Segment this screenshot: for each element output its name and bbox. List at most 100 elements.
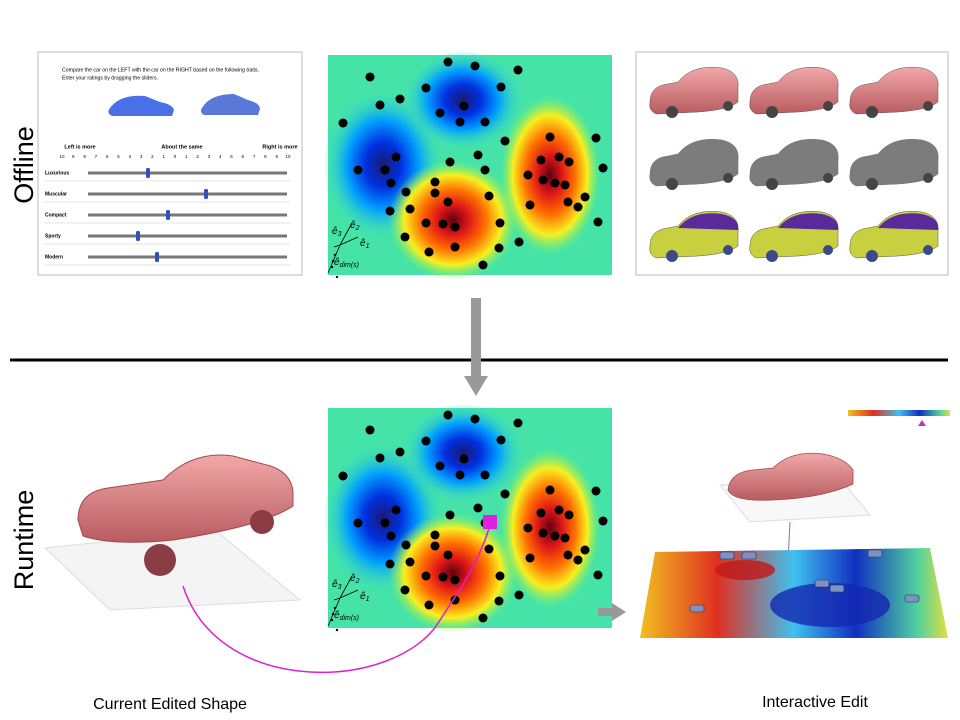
sample-point [385,206,395,216]
edited-car [727,452,854,501]
sample-point [459,101,469,111]
scale-number: 5 [117,154,120,159]
sample-point [375,453,385,463]
sample-point [560,180,570,190]
sample-point [405,204,415,214]
scale-number: 1 [162,154,165,159]
sample-point [480,117,490,127]
sample-point [395,94,405,104]
trait-label: Compact [45,212,67,218]
car-wheel [766,250,778,262]
sample-point [365,425,375,435]
car-wheel [766,106,778,118]
sample-point [554,152,564,162]
mini-car [867,549,883,558]
scale-number: 7 [95,154,98,159]
trait-label: Muscular [45,191,67,197]
sample-point [495,218,505,228]
scale-number: 4 [219,154,222,159]
edit-curve [182,524,491,673]
sample-point [375,100,385,110]
instruction: Compare the car on the LEFT with the car… [62,67,259,73]
sample-point [563,550,573,560]
axis-dot [335,628,339,632]
sample-point [513,65,523,75]
car-wheel [723,245,733,255]
sample-point [523,170,533,180]
axis-label: ê2 [350,573,360,585]
sample-point [523,523,533,533]
sample-point [401,187,411,197]
wheel [144,544,176,576]
color-bar [848,410,950,416]
sample-point [554,505,564,515]
caption: Current Edited Shape [93,696,247,713]
sample-point [564,510,574,520]
sample-point [430,177,440,187]
car-roof [878,213,939,230]
sample-point [424,600,434,610]
car-wheel [823,173,833,183]
scale-number: 8 [83,154,86,159]
sample-point [473,150,483,160]
axis-base: ê [332,579,338,590]
sample-point [500,136,510,146]
axis-sub: 3 [338,584,342,591]
terrain-high [715,560,775,580]
slider-knob [146,168,150,178]
query-point [483,515,497,529]
axis-label: êdim(s) [334,257,359,269]
mini-car [741,551,757,560]
sample-point [450,575,460,585]
trait-label: Modern [45,254,63,260]
sample-point [455,470,465,480]
sample-point [401,540,411,550]
axis-dot [333,253,337,257]
axis-sub: 3 [338,231,342,238]
arrow-shaft [598,608,612,616]
axis-arrow [327,597,341,627]
sample-point [385,559,395,569]
sample-point [421,571,431,581]
axis-base: ê [360,591,366,602]
axis-base: ê [334,257,340,268]
car-body [749,139,839,187]
axis-sub: 2 [355,225,360,232]
scale-number: 0 [174,154,177,159]
sample-point [538,175,548,185]
survey-panel: Compare the car on the LEFT with the car… [37,51,303,276]
slider-track [88,192,287,196]
scale-number: 6 [242,154,245,159]
axis-base: ê [332,226,338,237]
arrow-head [612,603,626,621]
axis-dot [335,275,339,279]
car-wheel [866,250,878,262]
sample-point [338,471,348,481]
car-wheel [823,101,833,111]
slider-knob [136,231,140,241]
sample-point [591,486,601,496]
sample-point [391,152,401,162]
sample-point [500,489,510,499]
sample-point [395,447,405,457]
scale-number: 2 [151,154,154,159]
sample-point [380,165,390,175]
sample-point [438,572,448,582]
sample-point [438,219,448,229]
sample-point [514,237,524,247]
sample-point [470,414,480,424]
sample-point [430,541,440,551]
trait-label: Sporty [45,233,61,239]
car-wheel [923,173,933,183]
sample-point [513,418,523,428]
axis-base: ê [360,238,366,249]
car-wheel [723,173,733,183]
car-roof [778,213,839,230]
sample-point [538,528,548,538]
axis-arrow [339,236,359,246]
sample-point [494,243,504,253]
scale-number: 5 [230,154,233,159]
sample-point [478,260,488,270]
arrow-shaft [471,298,481,376]
